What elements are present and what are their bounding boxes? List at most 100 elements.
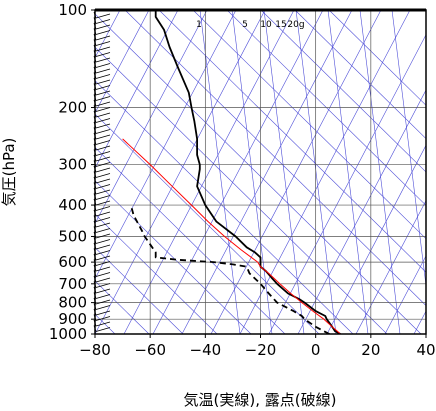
wind-barb-staff bbox=[95, 211, 111, 217]
guide-line bbox=[199, 10, 241, 334]
guide-line bbox=[95, 10, 266, 334]
guide-line bbox=[294, 10, 426, 140]
wind-barb-staff bbox=[95, 261, 111, 266]
guide-line bbox=[263, 10, 305, 334]
wind-barb-staff bbox=[95, 35, 111, 41]
guide-line bbox=[297, 89, 426, 334]
wind-barb-staff bbox=[95, 228, 111, 233]
wind-barb-staff bbox=[95, 90, 111, 96]
guide-line bbox=[384, 255, 426, 334]
wind-barb-staff bbox=[95, 222, 111, 228]
wind-barb-staff bbox=[95, 162, 111, 167]
wind-barb-staff bbox=[95, 316, 111, 321]
guide-line bbox=[95, 113, 320, 334]
x-tick-label: −60 bbox=[134, 341, 166, 359]
y-tick-label: 500 bbox=[58, 227, 87, 245]
wind-barb-staff bbox=[95, 107, 111, 112]
guide-line bbox=[123, 10, 295, 334]
guide-line bbox=[95, 10, 150, 114]
grid-lines bbox=[95, 10, 426, 334]
wind-barb-staff bbox=[95, 189, 111, 195]
y-tick-label: 800 bbox=[58, 294, 87, 312]
wind-barb-staff bbox=[95, 321, 111, 327]
guide-line bbox=[355, 199, 426, 334]
dewpoint-line bbox=[130, 204, 330, 334]
x-tick-label: 0 bbox=[311, 341, 321, 359]
x-tick-label: −80 bbox=[79, 341, 111, 359]
x-axis-title: 気温(実線), 露点(破線) bbox=[184, 391, 337, 409]
wind-barb-staff bbox=[95, 156, 111, 162]
x-tick-label: −40 bbox=[190, 341, 222, 359]
profile-lines bbox=[122, 10, 341, 334]
y-tick-label: 900 bbox=[58, 310, 87, 328]
y-tick-label: 300 bbox=[58, 156, 87, 174]
guide-lines bbox=[95, 10, 426, 334]
wind-barb-staff bbox=[95, 200, 111, 206]
wind-barb-staff bbox=[95, 19, 111, 24]
wind-barb-staff bbox=[95, 217, 111, 222]
guide-line bbox=[95, 247, 184, 334]
wind-barb-staff bbox=[95, 277, 111, 283]
mixing-ratio-label: 20g bbox=[287, 20, 304, 30]
wind-barb-staff bbox=[95, 74, 111, 79]
wind-barb-staff bbox=[95, 294, 111, 299]
guide-line bbox=[158, 10, 426, 273]
guide-line bbox=[95, 147, 286, 334]
guide-line bbox=[95, 180, 252, 334]
wind-barb-staff bbox=[95, 173, 111, 178]
guide-line bbox=[95, 13, 422, 334]
guide-line bbox=[95, 213, 218, 334]
y-tick-label: 1000 bbox=[49, 325, 87, 343]
y-axis-title: 気圧(hPa) bbox=[0, 138, 18, 207]
wind-barb-staff bbox=[95, 79, 111, 85]
wind-barb-staff bbox=[95, 272, 111, 277]
wind-barb-staff bbox=[95, 41, 111, 46]
parcel-line bbox=[122, 138, 341, 334]
wind-barb-staff bbox=[95, 13, 111, 19]
wind-barb-staff bbox=[95, 30, 111, 35]
wind-barb-staff bbox=[95, 178, 111, 184]
y-tick-label: 400 bbox=[58, 196, 87, 214]
guide-line bbox=[210, 10, 382, 334]
wind-barb-staff bbox=[95, 46, 111, 52]
wind-barb-staff bbox=[95, 255, 111, 261]
wind-barb-staff bbox=[95, 68, 111, 74]
wind-barb-staff bbox=[95, 101, 111, 107]
wind-barb-staff bbox=[95, 24, 111, 30]
wind-barb-staff bbox=[95, 85, 111, 90]
wind-barb-staff bbox=[95, 195, 111, 200]
wind-barb-staff bbox=[95, 52, 111, 57]
wind-barb-staff bbox=[95, 129, 111, 134]
mixing-ratio-label: 5 bbox=[242, 20, 248, 30]
wind-barb-staff bbox=[95, 233, 111, 239]
x-tick-label: 40 bbox=[416, 341, 435, 359]
guide-line bbox=[226, 10, 426, 206]
wind-barb-staff bbox=[95, 96, 111, 101]
wind-barb-staff bbox=[95, 283, 111, 288]
guide-line bbox=[95, 46, 388, 334]
wind-barb-staff bbox=[95, 250, 111, 255]
guide-line bbox=[95, 10, 179, 169]
wind-barb-staff bbox=[95, 167, 111, 173]
wind-barb-staff bbox=[95, 140, 111, 145]
guide-line bbox=[192, 10, 426, 240]
wind-barb-staff bbox=[95, 145, 111, 151]
guide-line bbox=[181, 10, 353, 334]
y-tick-label: 100 bbox=[58, 1, 87, 19]
wind-barb-staff bbox=[95, 184, 111, 189]
guide-line bbox=[152, 10, 324, 334]
wind-barb-staff bbox=[95, 123, 111, 129]
wind-barb-staff bbox=[95, 288, 111, 294]
y-tick-label: 600 bbox=[58, 253, 87, 271]
x-axis-ticks: −80 −60 −40 −20 0 20 40 bbox=[79, 334, 436, 359]
guide-line bbox=[95, 10, 237, 280]
mixing-ratio-label: 1 bbox=[196, 20, 202, 30]
guide-line bbox=[231, 10, 273, 334]
guide-line bbox=[239, 10, 411, 334]
wind-barb-staff bbox=[95, 327, 111, 332]
wind-barb-staff bbox=[95, 57, 111, 63]
x-tick-label: −20 bbox=[245, 341, 277, 359]
wind-barb-staff bbox=[95, 151, 111, 156]
